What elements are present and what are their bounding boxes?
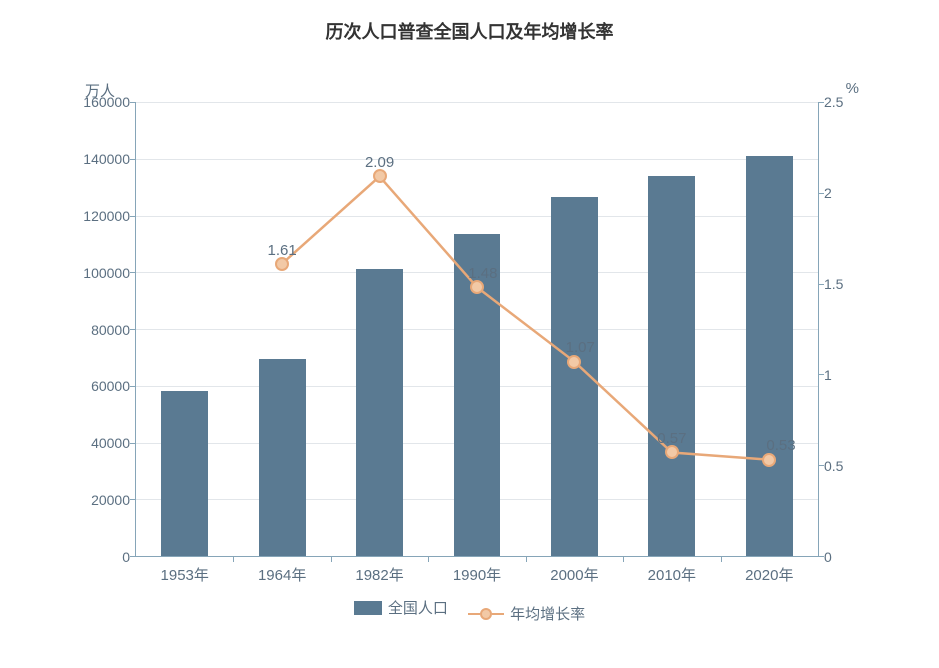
x-tick-label: 2020年 — [745, 564, 793, 585]
y-right-tick-mark — [818, 465, 824, 466]
x-tick-mark — [331, 556, 332, 562]
line-marker — [275, 257, 289, 271]
line-marker — [762, 453, 776, 467]
line-data-label: 0.53 — [766, 437, 795, 454]
line-marker — [373, 169, 387, 183]
line-data-label: 1.48 — [468, 265, 497, 282]
line-chart-svg — [136, 102, 818, 556]
y-right-tick-mark — [818, 102, 824, 103]
y-left-tick-label: 0 — [60, 549, 130, 565]
plot-area: 1.612.091.481.070.570.53 1953年1964年1982年… — [135, 102, 819, 557]
y-right-tick-label: 1.5 — [824, 276, 884, 292]
x-tick-label: 2000年 — [550, 564, 598, 585]
legend-item-line: 年均增长率 — [468, 603, 585, 624]
y-left-tick-label: 60000 — [60, 378, 130, 394]
line-data-label: 1.61 — [268, 242, 297, 259]
y-left-tick-label: 120000 — [60, 208, 130, 224]
line-series-path — [282, 176, 769, 459]
y-right-tick-label: 0.5 — [824, 458, 884, 474]
y-right-tick-label: 2.5 — [824, 94, 884, 110]
x-tick-mark — [526, 556, 527, 562]
chart-title: 历次人口普查全国人口及年均增长率 — [0, 0, 939, 52]
legend-bar-swatch — [354, 601, 382, 615]
y-right-tick-mark — [818, 193, 824, 194]
x-tick-mark — [721, 556, 722, 562]
x-tick-label: 1982年 — [355, 564, 403, 585]
x-tick-label: 1964年 — [258, 564, 306, 585]
y-left-tick-label: 160000 — [60, 94, 130, 110]
x-tick-mark — [623, 556, 624, 562]
y-right-tick-mark — [818, 556, 824, 557]
y-left-tick-label: 80000 — [60, 322, 130, 338]
y-left-tick-label: 40000 — [60, 435, 130, 451]
legend-item-bar: 全国人口 — [354, 597, 448, 618]
x-tick-mark — [428, 556, 429, 562]
x-tick-mark — [233, 556, 234, 562]
legend-line-label: 年均增长率 — [510, 603, 585, 624]
line-data-label: 1.07 — [566, 339, 595, 356]
y-right-tick-label: 2 — [824, 185, 884, 201]
y-left-tick-mark — [130, 556, 136, 557]
y-right-tick-mark — [818, 374, 824, 375]
x-tick-label: 1953年 — [161, 564, 209, 585]
y-left-tick-label: 140000 — [60, 151, 130, 167]
chart-container: 万人 % 02000040000600008000010000012000014… — [40, 72, 899, 632]
y-right-tick-label: 1 — [824, 367, 884, 383]
legend-bar-label: 全国人口 — [388, 597, 448, 618]
y-right-tick-label: 0 — [824, 549, 884, 565]
y-left-tick-label: 20000 — [60, 492, 130, 508]
chart-legend: 全国人口 年均增长率 — [40, 597, 899, 624]
x-tick-label: 2010年 — [648, 564, 696, 585]
y-right-tick-mark — [818, 284, 824, 285]
legend-line-swatch — [468, 608, 504, 620]
y-left-tick-label: 100000 — [60, 265, 130, 281]
x-tick-label: 1990年 — [453, 564, 501, 585]
